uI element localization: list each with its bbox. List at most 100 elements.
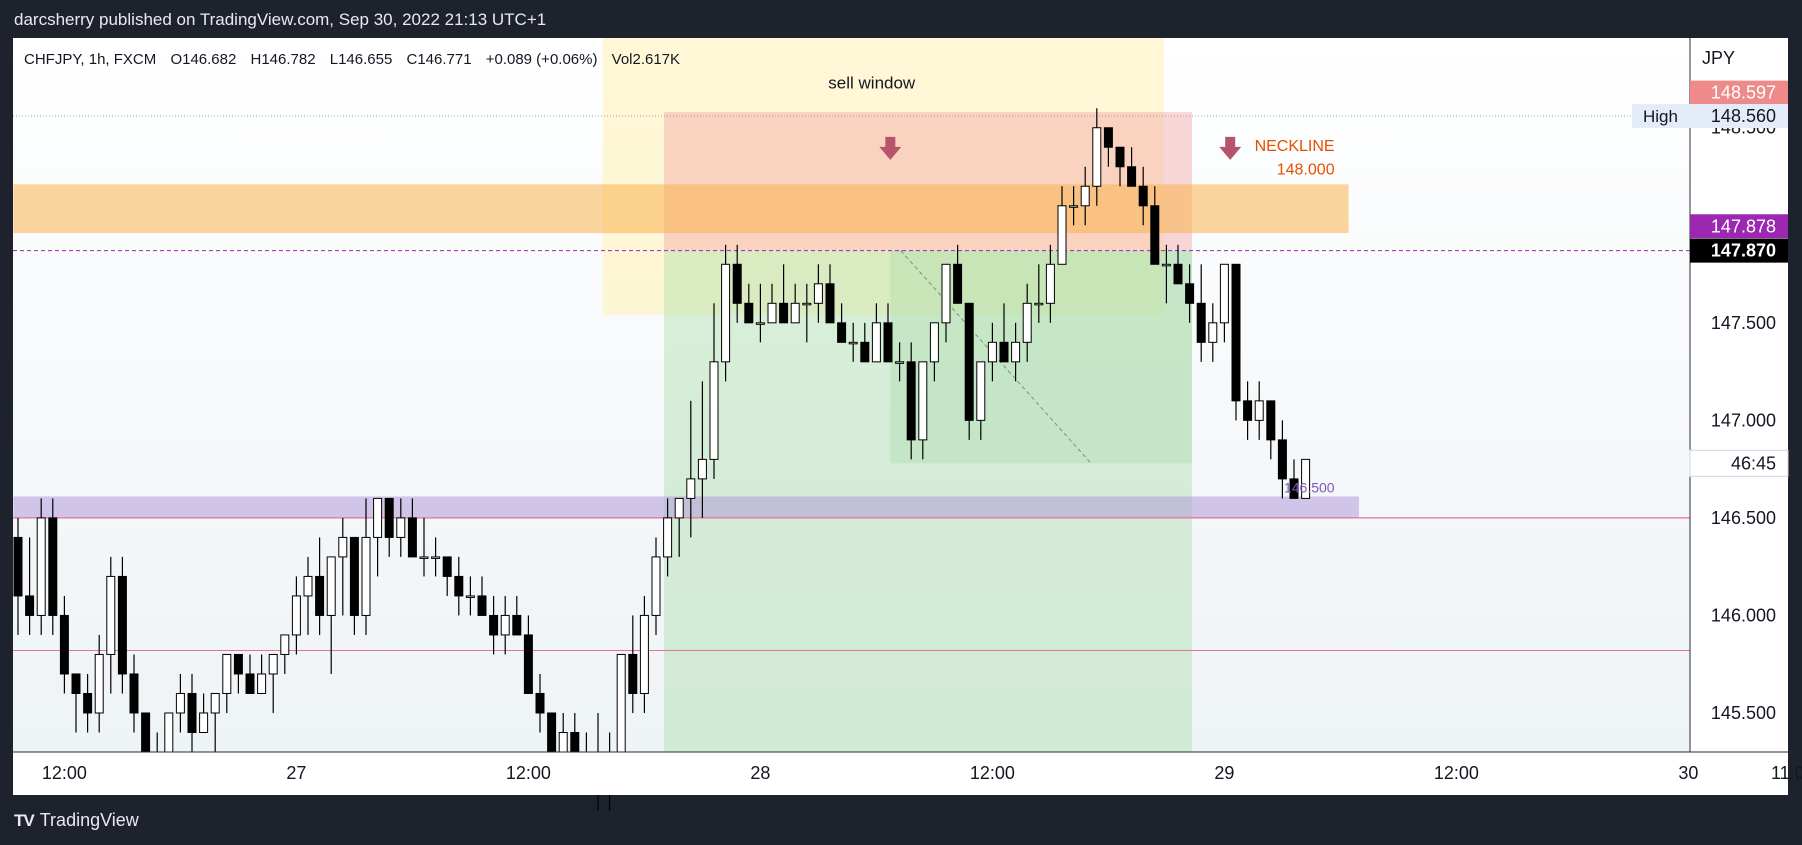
annotation-layer: sell window NECKLINE 148.000 146.500 bbox=[828, 74, 1335, 496]
down-candle bbox=[71, 673, 81, 694]
down-candle bbox=[906, 361, 916, 441]
down-candle bbox=[83, 692, 93, 714]
corner-box bbox=[1690, 752, 1788, 795]
down-candle bbox=[732, 263, 742, 304]
brand-label: TradingView bbox=[39, 810, 139, 830]
price-tags: 148.597 148.560 High 147.878 147.870 46:45 bbox=[1632, 80, 1789, 477]
down-candle bbox=[744, 302, 754, 324]
down-candle bbox=[1150, 205, 1160, 265]
legend-high: H146.782 bbox=[251, 51, 316, 68]
up-candle bbox=[941, 263, 951, 324]
down-candle bbox=[315, 575, 325, 616]
down-candle bbox=[59, 614, 69, 675]
down-candle bbox=[233, 653, 243, 675]
down-candle bbox=[547, 712, 557, 753]
up-candle bbox=[1034, 302, 1044, 306]
up-candle bbox=[280, 634, 290, 655]
legend-close: C146.771 bbox=[406, 51, 471, 68]
x-tick-label: 28 bbox=[750, 763, 770, 783]
down-candle bbox=[1277, 439, 1287, 480]
down-candle bbox=[1138, 185, 1148, 207]
x-tick-label: 12:00 bbox=[506, 763, 551, 783]
down-candle bbox=[964, 302, 974, 421]
publisher-line: darcsherry published on TradingView.com,… bbox=[14, 10, 547, 29]
up-candle bbox=[721, 263, 731, 363]
up-candle bbox=[755, 322, 765, 325]
x-tick-label: 12:00 bbox=[970, 763, 1015, 783]
x-tick-label: 11:00 bbox=[1771, 763, 1802, 783]
up-candle bbox=[976, 361, 986, 421]
up-candle bbox=[1011, 341, 1021, 363]
up-candle bbox=[929, 322, 939, 363]
svg-text:CHFJPY, 1h, FXCM O146.: CHFJPY, 1h, FXCM O146.682 H146.782 L146.… bbox=[24, 51, 680, 68]
y-tick-label: 147.500 bbox=[1711, 313, 1776, 333]
down-candle bbox=[1127, 166, 1137, 187]
price-tag-bg bbox=[1690, 80, 1788, 105]
up-candle bbox=[987, 341, 997, 363]
up-candle bbox=[465, 595, 475, 598]
up-candle bbox=[1022, 302, 1032, 343]
down-candle bbox=[779, 302, 789, 324]
up-candle bbox=[790, 302, 800, 324]
brand[interactable]: TV TradingView bbox=[14, 810, 139, 831]
up-candle bbox=[686, 478, 696, 499]
target-arrow-icon bbox=[1219, 136, 1242, 160]
down-candle bbox=[349, 536, 359, 616]
legend-change: +0.089 (+0.06%) bbox=[486, 51, 598, 68]
up-candle bbox=[558, 731, 568, 753]
down-candle bbox=[883, 322, 893, 363]
price-tag-value: 147.870 bbox=[1711, 241, 1776, 261]
up-candle bbox=[1219, 263, 1229, 324]
up-candle bbox=[1045, 263, 1055, 304]
up-candle bbox=[199, 712, 209, 733]
up-candle bbox=[848, 341, 858, 345]
down-candle bbox=[1115, 146, 1125, 168]
up-candle bbox=[257, 673, 267, 694]
x-tick-label: 29 bbox=[1214, 763, 1234, 783]
sell-window-label: sell window bbox=[828, 74, 916, 93]
up-candle bbox=[164, 712, 174, 753]
up-candle bbox=[94, 653, 104, 714]
legend-symbol: CHFJPY, 1h, FXCM bbox=[24, 51, 156, 68]
price-tag-bg bbox=[1690, 214, 1788, 239]
up-candle bbox=[1208, 322, 1218, 343]
down-candle bbox=[953, 263, 963, 304]
down-candle bbox=[860, 341, 870, 363]
x-tick-label: 12:00 bbox=[1434, 763, 1479, 783]
down-candle bbox=[489, 614, 499, 636]
legend-open: O146.682 bbox=[170, 51, 236, 68]
down-candle bbox=[245, 673, 255, 694]
support-zone bbox=[13, 496, 1359, 518]
price-axis[interactable] bbox=[1690, 38, 1788, 752]
y-tick-label: 146.500 bbox=[1711, 508, 1776, 528]
legend-volume: Vol2.617K bbox=[612, 51, 680, 68]
up-candle bbox=[639, 614, 649, 694]
x-tick-label: 30 bbox=[1678, 763, 1698, 783]
up-candle bbox=[500, 614, 510, 636]
drawing-layer bbox=[13, 38, 1690, 752]
y-tick-label: 145.500 bbox=[1711, 703, 1776, 723]
down-candle bbox=[523, 634, 533, 694]
up-candle bbox=[268, 653, 278, 675]
up-candle bbox=[210, 692, 220, 714]
up-candle bbox=[1092, 127, 1102, 187]
up-candle bbox=[1069, 205, 1079, 208]
down-candle bbox=[999, 341, 1009, 363]
time-axis[interactable] bbox=[13, 752, 1690, 795]
price-tag-label: High bbox=[1643, 107, 1678, 126]
down-candle bbox=[129, 673, 139, 714]
neckline-title: NECKLINE bbox=[1255, 138, 1335, 155]
down-candle bbox=[1173, 263, 1183, 285]
y-tick-label: 147.000 bbox=[1711, 410, 1776, 430]
up-candle bbox=[36, 517, 46, 616]
down-candle bbox=[837, 322, 847, 343]
up-candle bbox=[895, 361, 905, 364]
down-candle bbox=[141, 712, 151, 753]
down-candle bbox=[384, 497, 394, 538]
down-candle bbox=[1185, 283, 1195, 304]
up-candle bbox=[871, 322, 881, 363]
currency-label[interactable]: JPY bbox=[1702, 48, 1735, 68]
down-candle bbox=[1289, 478, 1299, 499]
